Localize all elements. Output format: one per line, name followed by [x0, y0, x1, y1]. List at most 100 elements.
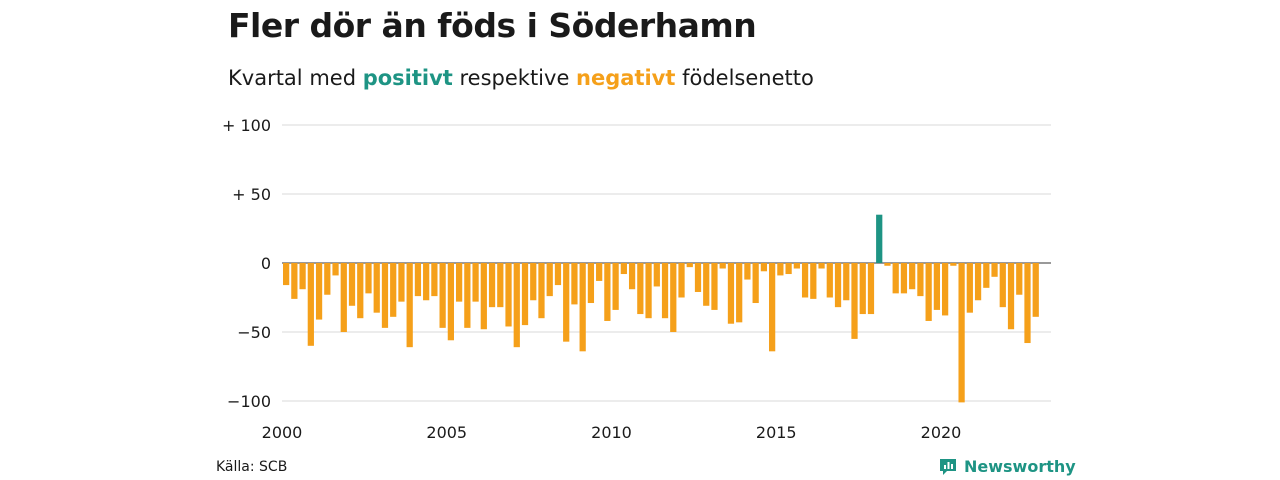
bar[interactable]	[999, 263, 1006, 308]
bar[interactable]	[472, 263, 479, 302]
bar[interactable]	[736, 263, 743, 323]
bar[interactable]	[810, 263, 817, 299]
brand-logo[interactable]: Newsworthy	[938, 456, 1076, 476]
bar[interactable]	[381, 263, 389, 328]
bar[interactable]	[587, 263, 595, 304]
bar[interactable]	[455, 263, 463, 302]
bar[interactable]	[620, 263, 627, 275]
bar[interactable]	[480, 263, 487, 330]
bar[interactable]	[933, 263, 940, 310]
bar[interactable]	[653, 263, 660, 287]
bar[interactable]	[859, 263, 866, 315]
bar[interactable]	[373, 263, 380, 313]
bar[interactable]	[563, 263, 570, 342]
bar[interactable]	[661, 263, 669, 319]
bar[interactable]	[884, 263, 891, 266]
bar[interactable]	[1024, 263, 1031, 344]
bar[interactable]	[628, 263, 636, 290]
bar[interactable]	[678, 263, 685, 298]
bar[interactable]	[818, 263, 825, 269]
bar[interactable]	[703, 263, 710, 306]
bar[interactable]	[406, 263, 413, 348]
bar[interactable]	[876, 214, 883, 263]
bar[interactable]	[892, 263, 899, 294]
chart-title: Fler dör än föds i Söderhamn	[228, 6, 757, 45]
bar[interactable]	[521, 263, 529, 326]
bar[interactable]	[604, 263, 611, 321]
bar[interactable]	[464, 263, 471, 328]
bar[interactable]	[769, 263, 776, 352]
bar[interactable]	[365, 263, 372, 294]
bar[interactable]	[637, 263, 644, 315]
bar[interactable]	[612, 263, 619, 310]
brand-name: Newsworthy	[964, 456, 1076, 476]
bar[interactable]	[958, 263, 965, 403]
bar[interactable]	[900, 263, 908, 294]
bar[interactable]	[299, 263, 306, 290]
bar[interactable]	[727, 263, 735, 324]
bar[interactable]	[488, 263, 496, 308]
bar[interactable]	[843, 263, 850, 301]
bar[interactable]	[513, 263, 520, 348]
bar[interactable]	[505, 263, 512, 327]
bar[interactable]	[983, 263, 990, 288]
bar[interactable]	[538, 263, 545, 319]
bar[interactable]	[744, 263, 751, 280]
bar[interactable]	[670, 263, 677, 332]
bar[interactable]	[760, 263, 768, 272]
bar[interactable]	[925, 263, 932, 321]
bar[interactable]	[423, 263, 430, 301]
x-tick-label: 2020	[921, 423, 962, 442]
bar[interactable]	[439, 263, 446, 328]
y-tick-label: −50	[237, 323, 271, 342]
bar[interactable]	[431, 263, 438, 297]
bar[interactable]	[1032, 263, 1039, 317]
bar[interactable]	[711, 263, 718, 310]
bar[interactable]	[801, 263, 809, 298]
bar[interactable]	[1016, 263, 1023, 295]
bar[interactable]	[752, 263, 759, 304]
bar[interactable]	[950, 263, 957, 266]
bar[interactable]	[546, 263, 553, 297]
bar[interactable]	[966, 263, 973, 313]
bar[interactable]	[530, 263, 537, 301]
bar[interactable]	[867, 263, 875, 315]
bar[interactable]	[785, 263, 792, 275]
bar[interactable]	[324, 263, 331, 295]
bar[interactable]	[283, 263, 290, 286]
bar[interactable]	[340, 263, 347, 332]
bar[interactable]	[357, 263, 364, 319]
bar[interactable]	[793, 263, 800, 269]
bar[interactable]	[826, 263, 833, 298]
bar[interactable]	[686, 263, 693, 268]
bar[interactable]	[315, 263, 323, 320]
bar[interactable]	[390, 263, 397, 317]
axis-layer: + 100 + 50 0 −50 −100 2000 2005 2010 2015 2020	[222, 116, 961, 442]
bar[interactable]	[579, 263, 586, 352]
bar[interactable]	[332, 263, 339, 276]
bar[interactable]	[991, 263, 998, 277]
bar[interactable]	[909, 263, 916, 290]
bar[interactable]	[554, 263, 562, 286]
bar[interactable]	[291, 263, 298, 299]
bar[interactable]	[571, 263, 578, 305]
bar[interactable]	[447, 263, 454, 341]
bar[interactable]	[307, 263, 314, 346]
bar[interactable]	[596, 263, 603, 281]
bar[interactable]	[694, 263, 702, 292]
bar[interactable]	[942, 263, 949, 316]
bar[interactable]	[974, 263, 982, 301]
bar[interactable]	[398, 263, 405, 302]
bar[interactable]	[917, 263, 924, 297]
bar[interactable]	[645, 263, 652, 319]
bar[interactable]	[497, 263, 504, 308]
bar[interactable]	[1007, 263, 1015, 330]
bar[interactable]	[348, 263, 356, 306]
bar[interactable]	[414, 263, 422, 297]
bar[interactable]	[777, 263, 784, 276]
subtitle-positive-word: positivt	[362, 66, 453, 90]
bar[interactable]	[851, 263, 858, 339]
bar[interactable]	[719, 263, 726, 269]
bar[interactable]	[834, 263, 842, 308]
